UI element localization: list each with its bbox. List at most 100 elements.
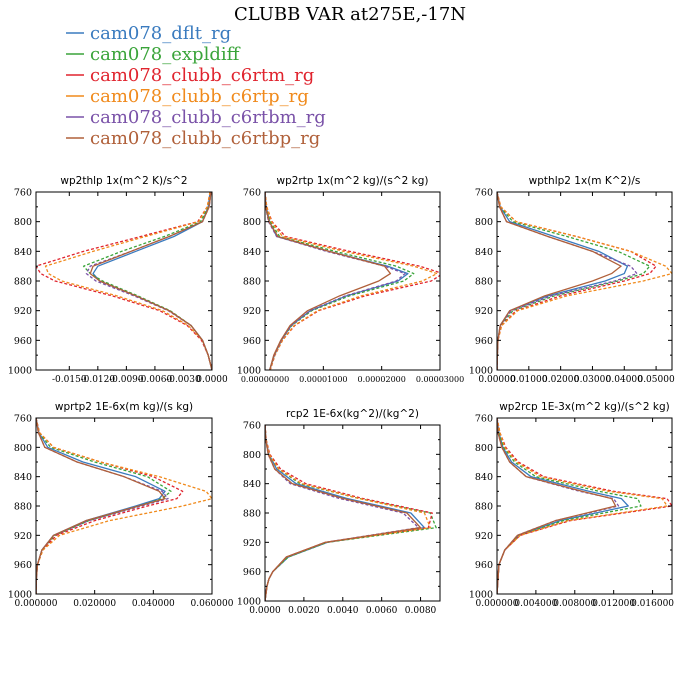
figure-title: CLUBB VAR at275E,-17N	[234, 4, 466, 25]
y-tick-label: 960	[14, 560, 32, 571]
y-tick-label: 920	[475, 306, 493, 317]
y-tick-label: 920	[14, 306, 32, 317]
chart-panel: wprtp2 1E-6x(m kg)/(s kg) 760 800 840 880 920…	[8, 401, 234, 609]
series-line	[497, 192, 622, 370]
y-tick-label: 760	[14, 188, 32, 199]
legend-item: cam078_expldiff	[66, 44, 241, 65]
x-tick-label: 0.04000	[606, 375, 643, 385]
series-line	[497, 418, 620, 594]
series-line	[92, 192, 212, 370]
panel-title: wp2thlp 1x(m^2 K)/s^2	[60, 175, 187, 187]
plot-frame	[264, 424, 441, 602]
series-line	[497, 192, 657, 370]
chart-panel: rcp2 1E-6x(kg^2)/(kg^2) 760 800 840 880 920 96…	[237, 408, 441, 616]
y-tick-label: 960	[243, 567, 261, 578]
series-line	[265, 192, 440, 370]
x-tick-label: 0.0040	[327, 606, 359, 616]
x-tick-label: 0.0060	[366, 606, 398, 616]
x-tick-label: 0.004000	[514, 599, 557, 609]
series-group	[36, 418, 212, 594]
legend-label: cam078_clubb_c6rtm_rg	[90, 65, 314, 86]
x-tick-label: 0.0080	[405, 606, 437, 616]
series-line	[36, 418, 166, 594]
y-tick-label: 840	[243, 479, 261, 490]
series-group	[497, 418, 672, 594]
y-tick-label: 800	[243, 217, 261, 228]
series-line	[265, 192, 392, 370]
series-line	[497, 418, 642, 594]
x-tick-label: 0.05000	[637, 375, 674, 385]
y-tick-label: 760	[243, 421, 261, 432]
y-tick-label: 1000	[237, 366, 261, 377]
legend: cam078_dflt_rgcam078_expldiffcam078_club…	[66, 23, 326, 149]
panel-title: wpthlp2 1x(m K^2)/s	[529, 175, 641, 187]
y-tick-label: 760	[475, 188, 493, 199]
x-tick-label: 0.012000	[592, 599, 635, 609]
legend-item: cam078_clubb_c6rtbm_rg	[66, 107, 326, 128]
series-line	[44, 192, 212, 370]
y-tick-label: 880	[243, 277, 261, 288]
y-tick-label: 960	[475, 560, 493, 571]
plot-frame	[496, 191, 673, 371]
y-tick-label: 960	[475, 336, 493, 347]
y-tick-label: 760	[14, 414, 32, 425]
y-tick-label: 840	[14, 247, 32, 258]
x-tick-label: 0.00002000	[357, 375, 405, 384]
x-tick-label: -0.0120	[81, 375, 116, 385]
series-line	[497, 192, 672, 370]
series-line	[36, 418, 184, 594]
series-line	[89, 192, 212, 370]
legend-label: cam078_clubb_c6rtbp_rg	[90, 128, 320, 149]
legend-label: cam078_dflt_rg	[90, 23, 231, 44]
legend-label: cam078_expldiff	[90, 44, 241, 65]
series-line	[265, 192, 409, 370]
y-tick-label: 960	[243, 336, 261, 347]
y-tick-label: 880	[243, 509, 261, 520]
series-group	[36, 192, 212, 370]
panel-title: wp2rtp 1x(m^2 kg)/(s^2 kg)	[276, 175, 428, 187]
plot-frame	[35, 417, 213, 595]
panel-title: rcp2 1E-6x(kg^2)/(kg^2)	[286, 408, 419, 420]
y-tick-label: 800	[475, 443, 493, 454]
series-line	[497, 192, 638, 370]
x-tick-label: 0.00001000	[299, 375, 347, 384]
panel-title: wp2rcp 1E-3x(m^2 kg)/(s^2 kg)	[499, 401, 670, 413]
y-tick-label: 840	[14, 472, 32, 483]
y-tick-label: 1000	[8, 590, 32, 601]
x-tick-label: -0.0150	[52, 375, 87, 385]
x-tick-label: 0.060000	[191, 599, 234, 609]
chart-panel: wp2rtp 1x(m^2 kg)/(s^2 kg) 760 800 840 880 92…	[237, 175, 464, 384]
series-group	[265, 425, 437, 601]
x-tick-label: 0.01000	[510, 375, 547, 385]
legend-item: cam078_clubb_c6rtm_rg	[66, 65, 314, 86]
series-line	[497, 418, 668, 594]
series-line	[36, 418, 166, 594]
series-group	[265, 192, 440, 370]
x-tick-label: 0.0000	[196, 375, 228, 385]
y-tick-label: 840	[475, 247, 493, 258]
y-tick-label: 880	[475, 277, 493, 288]
series-line	[497, 192, 629, 370]
plot-frame	[264, 191, 441, 371]
x-tick-label: -0.0090	[109, 375, 144, 385]
y-tick-label: 1000	[8, 366, 32, 377]
legend-item: cam078_clubb_c6rtbp_rg	[66, 128, 320, 149]
y-tick-label: 920	[475, 531, 493, 542]
y-tick-label: 920	[243, 306, 261, 317]
y-tick-label: 760	[243, 188, 261, 199]
series-line	[497, 418, 629, 594]
series-line	[82, 192, 212, 370]
x-tick-label: 0.0020	[288, 606, 320, 616]
x-tick-label: 0.040000	[132, 599, 175, 609]
x-tick-label: 0.03000	[574, 375, 611, 385]
series-line	[497, 192, 651, 370]
legend-label: cam078_clubb_c6rtp_rg	[90, 86, 309, 107]
x-tick-label: 0.000000	[476, 599, 519, 609]
legend-item: cam078_clubb_c6rtp_rg	[66, 86, 309, 107]
series-line	[497, 418, 672, 594]
series-line	[265, 425, 420, 601]
y-tick-label: 760	[475, 414, 493, 425]
x-tick-label: 0.000000	[15, 599, 58, 609]
y-tick-label: 880	[14, 502, 32, 513]
